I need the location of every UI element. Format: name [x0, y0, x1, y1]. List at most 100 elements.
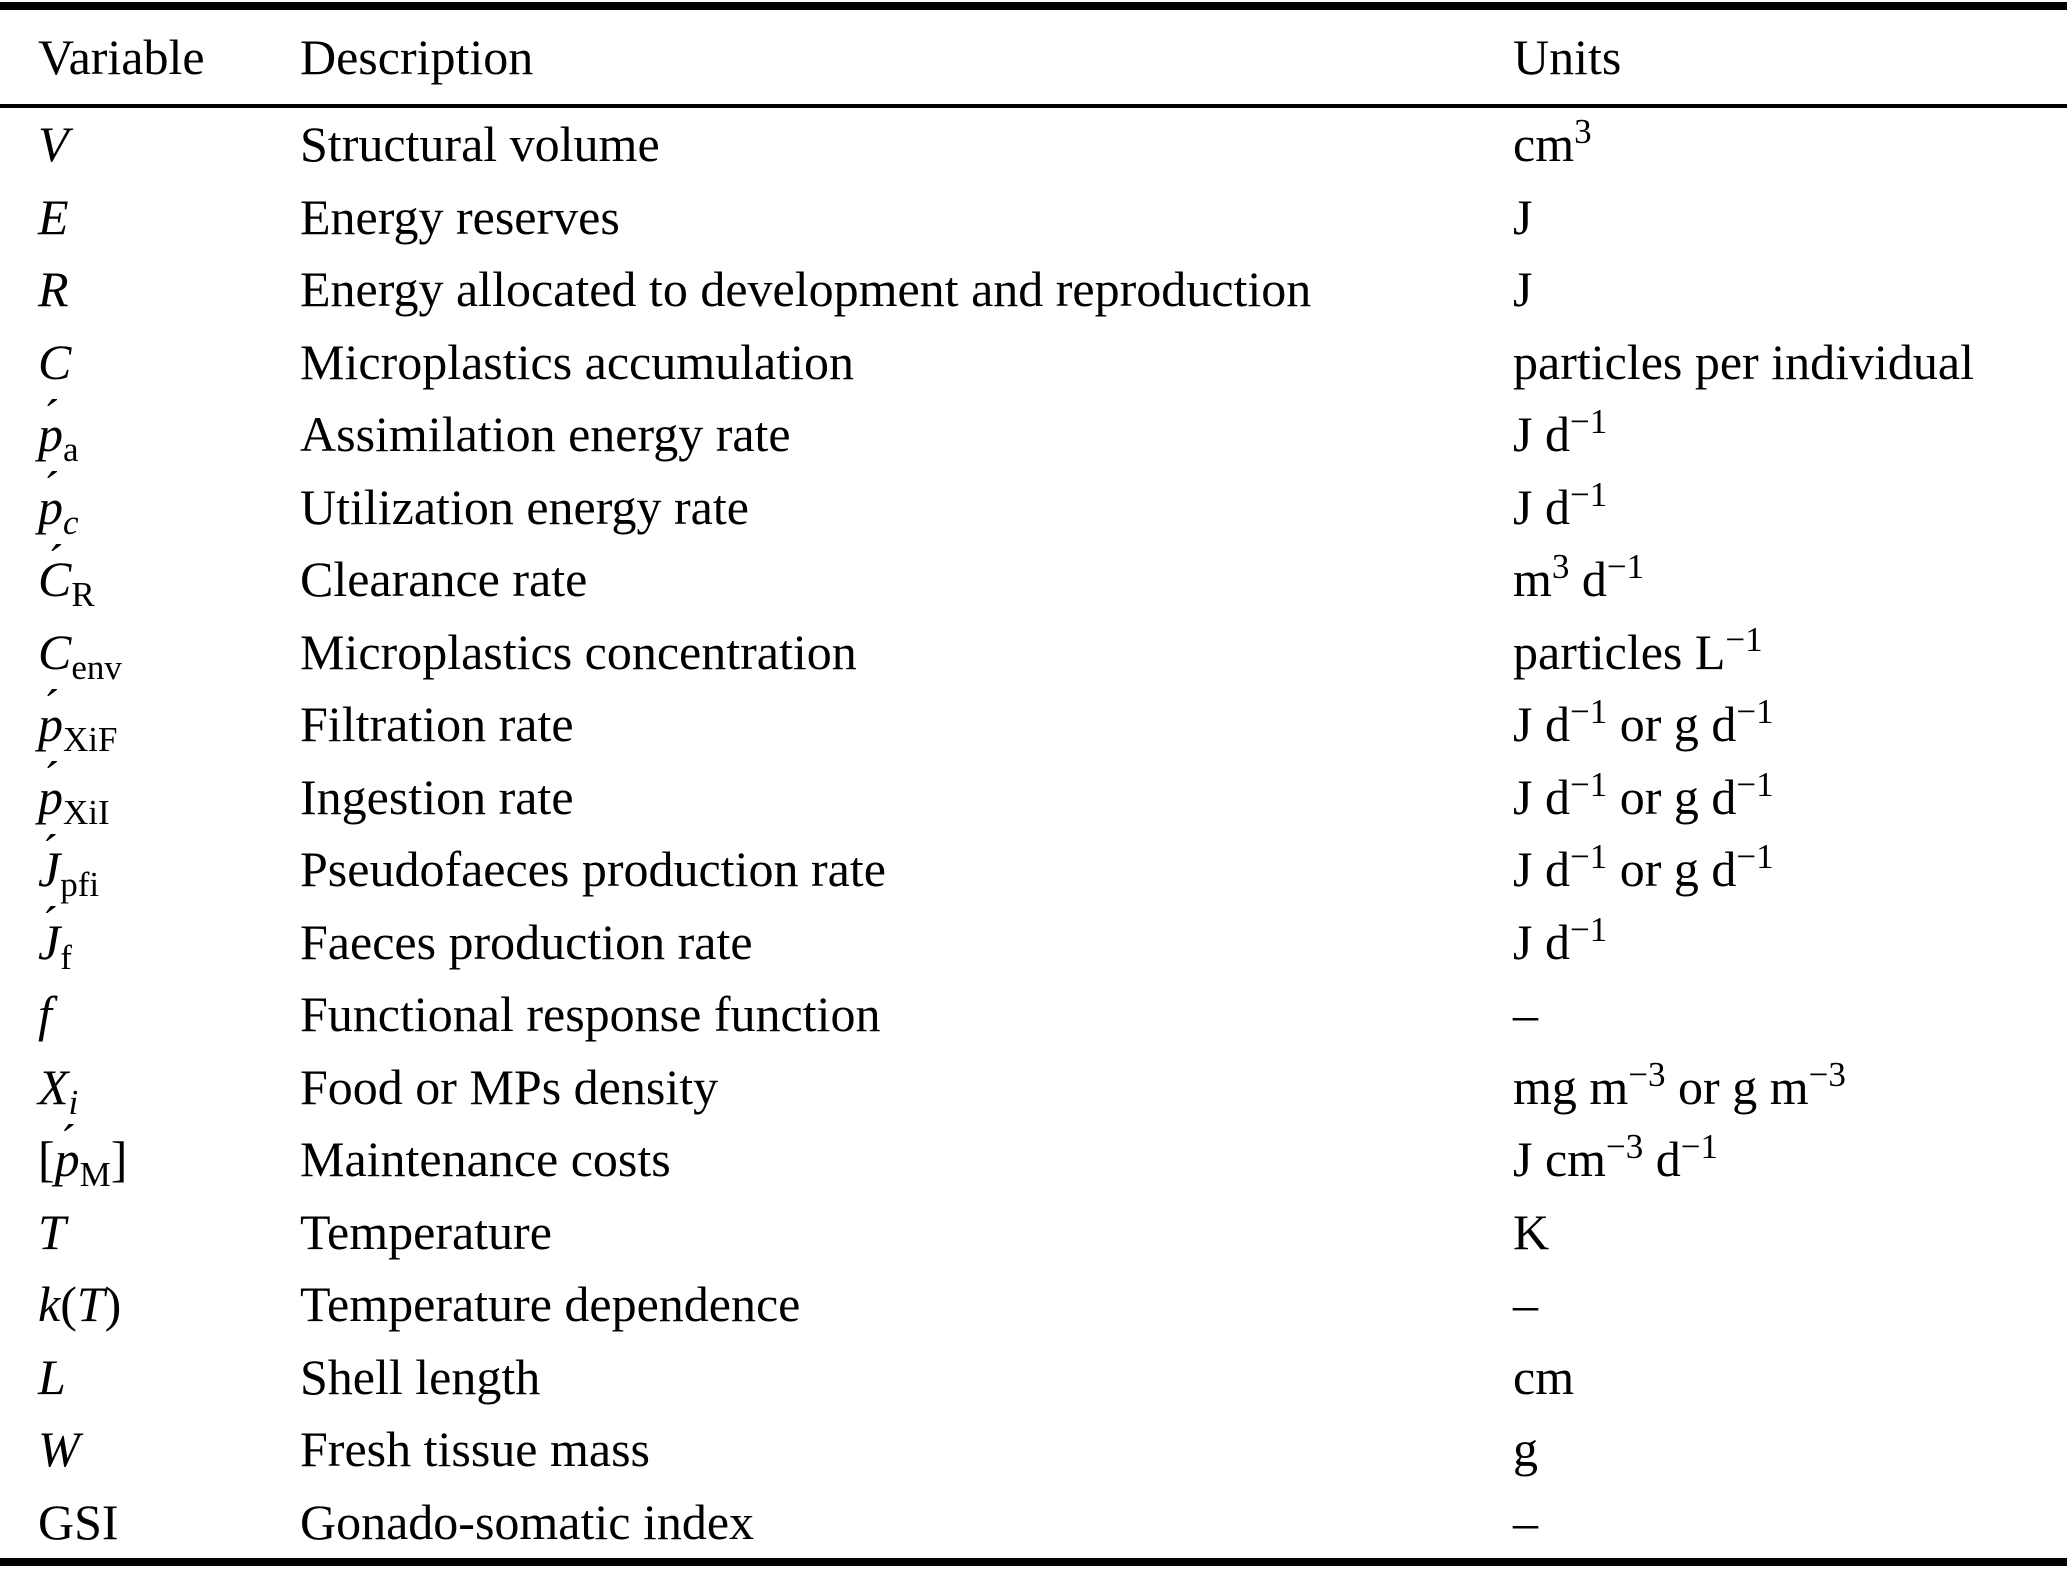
description-cell: Pseudofaeces production rate [300, 841, 886, 898]
acute-accent-mark: ´ [42, 825, 59, 878]
table-row: ´ Jf Faeces production rate J d−1 [0, 898, 2067, 979]
acute-accent-mark: ´ [43, 463, 60, 516]
description-cell: Filtration rate [300, 696, 574, 753]
description-cell: Assimilation energy rate [300, 406, 791, 463]
variable-cell: ´ pXiF [38, 680, 118, 760]
description-cell: Faeces production rate [300, 913, 753, 970]
table-row: Xi Food or MPs density mg m−3 or g m−3 [0, 1051, 2067, 1124]
acute-accented-symbol: ´ p [38, 390, 63, 463]
acute-accent-mark: ´ [43, 753, 60, 806]
description-cell: Energy allocated to development and repr… [300, 261, 1312, 318]
units-cell: cm3 [1513, 112, 1592, 173]
bottom-rule [0, 1558, 2067, 1566]
table-row: R Energy allocated to development and rep… [0, 253, 2067, 326]
units-cell: J d−1 [1513, 909, 1608, 970]
column-header-description: Description [300, 29, 534, 85]
units-cell: J d−1 or g d−1 [1513, 692, 1774, 753]
table-row: Cenv Microplastics concentration particles… [0, 616, 2067, 689]
table-row: ´ pa Assimilation energy rate J d−1 [0, 390, 2067, 471]
column-header-variable: Variable [38, 29, 205, 85]
variable-cell: V [38, 116, 69, 173]
units-cell: cm [1513, 1348, 1575, 1405]
acute-accented-symbol: ´ p [54, 1115, 80, 1188]
variable-cell: Xi [38, 1058, 79, 1122]
units-cell: J d−1 [1513, 402, 1608, 463]
units-cell: g [1513, 1421, 1538, 1478]
variable-cell: k(T) [38, 1276, 122, 1333]
variable-cell: T [38, 1203, 66, 1260]
description-cell: Temperature dependence [300, 1276, 801, 1333]
acute-accented-symbol: ´ J [38, 898, 61, 970]
variable-cell: ´ CR [38, 535, 95, 615]
description-cell: Gonado-somatic index [300, 1493, 755, 1550]
table-row: ´ pc Utilization energy rate J d−1 [0, 463, 2067, 544]
units-cell: particles per individual [1513, 333, 1974, 390]
variable-cell: [´ pM] [38, 1115, 128, 1195]
variable-cell: R [38, 261, 69, 318]
acute-accent-mark: ´ [43, 390, 60, 443]
variable-cell: ´ Jf [38, 898, 72, 977]
variable-cell: C [38, 333, 72, 390]
description-cell: Structural volume [300, 116, 660, 173]
table-row: L Shell length cm [0, 1341, 2067, 1414]
variable-cell: W [38, 1421, 80, 1478]
units-cell: particles L−1 [1513, 619, 1763, 680]
table-row: ´ pXiF Filtration rate J d−1 or g d−1 [0, 680, 2067, 761]
units-cell: J d−1 or g d−1 [1513, 837, 1774, 898]
units-cell: mg m−3 or g m−3 [1513, 1054, 1846, 1115]
description-cell: Utilization energy rate [300, 478, 749, 535]
acute-accent-mark: ´ [42, 898, 59, 951]
description-cell: Maintenance costs [300, 1131, 671, 1188]
table-row: [´ pM] Maintenance costs J cm−3 d−1 [0, 1115, 2067, 1196]
units-cell: – [1513, 1276, 1538, 1333]
table-row: GSI Gonado-somatic index – [0, 1486, 2067, 1559]
table-row: E Energy reserves J [0, 181, 2067, 254]
variable-cell: Cenv [38, 623, 122, 687]
table-row: V Structural volume cm3 [0, 108, 2067, 181]
units-cell: K [1513, 1203, 1550, 1260]
description-cell: Energy reserves [300, 188, 620, 245]
table-header-row: Variable Description Units [0, 10, 2067, 104]
column-header-units: Units [1513, 29, 1622, 85]
table-body: V Structural volume cm3 E Energy reserves J R E… [0, 108, 2067, 1558]
description-cell: Temperature [300, 1203, 552, 1260]
acute-accent-mark: ´ [60, 1115, 77, 1168]
variable-cell: ´ pc [38, 463, 79, 542]
acute-accented-symbol: ´ p [38, 753, 63, 825]
variable-cell: ´ Jpfi [38, 825, 100, 905]
acute-accented-symbol: ´ J [38, 825, 61, 898]
variable-cell: E [38, 188, 69, 245]
acute-accented-symbol: ´ C [38, 535, 72, 608]
units-cell: – [1513, 986, 1538, 1043]
table-row: W Fresh tissue mass g [0, 1413, 2067, 1486]
table-row: k(T) Temperature dependence – [0, 1268, 2067, 1341]
table-row: C Microplastics accumulation particles per… [0, 326, 2067, 399]
units-cell: – [1513, 1493, 1538, 1550]
variable-cell: ´ pa [38, 390, 79, 470]
acute-accented-symbol: ´ p [38, 680, 63, 753]
acute-accented-symbol: ´ p [38, 463, 63, 535]
description-cell: Food or MPs density [300, 1058, 719, 1115]
description-cell: Shell length [300, 1348, 541, 1405]
units-cell: J cm−3 d−1 [1513, 1127, 1719, 1188]
table-row: ´ pXiI Ingestion rate J d−1 or g d−1 [0, 753, 2067, 834]
acute-accent-mark: ´ [43, 680, 60, 733]
variable-cell: L [38, 1348, 66, 1405]
description-cell: Clearance rate [300, 551, 588, 608]
top-rule [0, 2, 2067, 10]
units-cell: J d−1 [1513, 474, 1608, 535]
description-cell: Microplastics concentration [300, 623, 857, 680]
units-cell: J [1513, 188, 1533, 245]
description-cell: Ingestion rate [300, 768, 574, 825]
units-cell: m3 d−1 [1513, 547, 1645, 608]
table-row: T Temperature K [0, 1196, 2067, 1269]
description-cell: Microplastics accumulation [300, 333, 855, 390]
header-divider-rule [0, 104, 2067, 108]
units-cell: J [1513, 261, 1533, 318]
variable-cell: GSI [38, 1493, 119, 1550]
variable-cell: ´ pXiI [38, 753, 110, 832]
table-row: ´ CR Clearance rate m3 d−1 [0, 535, 2067, 616]
description-cell: Functional response function [300, 986, 881, 1043]
units-cell: J d−1 or g d−1 [1513, 764, 1774, 825]
